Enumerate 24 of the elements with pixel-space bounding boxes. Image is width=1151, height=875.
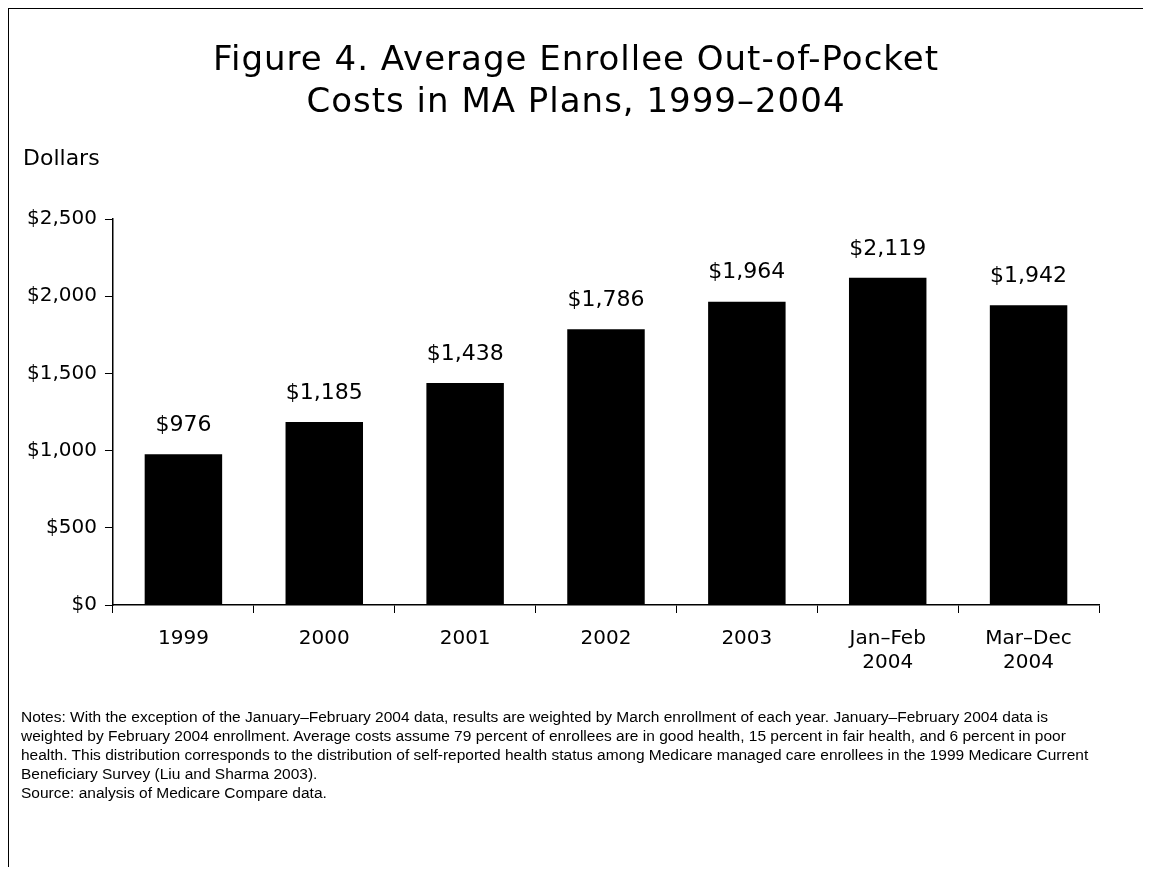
y-tick-label: $2,000 <box>27 282 97 307</box>
y-tick-label: $1,000 <box>27 436 97 461</box>
x-tick-label: 2000 <box>298 625 350 650</box>
data-label: $1,786 <box>567 285 645 311</box>
y-tick-label: $0 <box>71 591 97 616</box>
chart-title: Figure 4. Average Enrollee Out-of-Pocket Costs in MA Plans, 1999–2004 <box>211 37 941 121</box>
data-label: $1,964 <box>708 258 786 284</box>
x-tick-label: 2002 <box>580 625 632 650</box>
data-label: $976 <box>155 411 212 437</box>
x-tick-label: Mar–Dec 2004 <box>985 625 1072 674</box>
y-tick-label: $2,500 <box>27 205 97 230</box>
x-tick-label: 2001 <box>439 625 491 650</box>
text: Notes: With the exception of the January–February 2004 data, results are weighted by March enrollment of each year. January–February 2004 data is weighted by February 2004 enrollment. Average costs assume 79 percent of enrollees are in good health, 15 percent in fair health, and 6 percent in poor health. This distribution corresponds to the distribution of self-reported health status among Medicare managed care enrollees in the 1999 Medicare Current Beneficiary Survey (Liu and Sharma 2003). <box>21 707 1090 783</box>
x-tick-label: 2003 <box>721 625 773 650</box>
y-tick-label: $1,500 <box>27 359 97 384</box>
source-note: Source: analysis of Medicare Compare data. <box>21 783 328 802</box>
data-label: $1,438 <box>426 339 504 365</box>
data-label: $1,942 <box>990 261 1068 287</box>
y-axis-title: Dollars <box>23 145 100 170</box>
data-label: $2,119 <box>849 234 927 260</box>
x-tick-label: Jan–Feb 2004 <box>847 625 926 674</box>
x-tick-label: 1999 <box>157 625 209 650</box>
data-label: $1,185 <box>285 378 363 404</box>
y-tick-label: $500 <box>46 514 97 538</box>
